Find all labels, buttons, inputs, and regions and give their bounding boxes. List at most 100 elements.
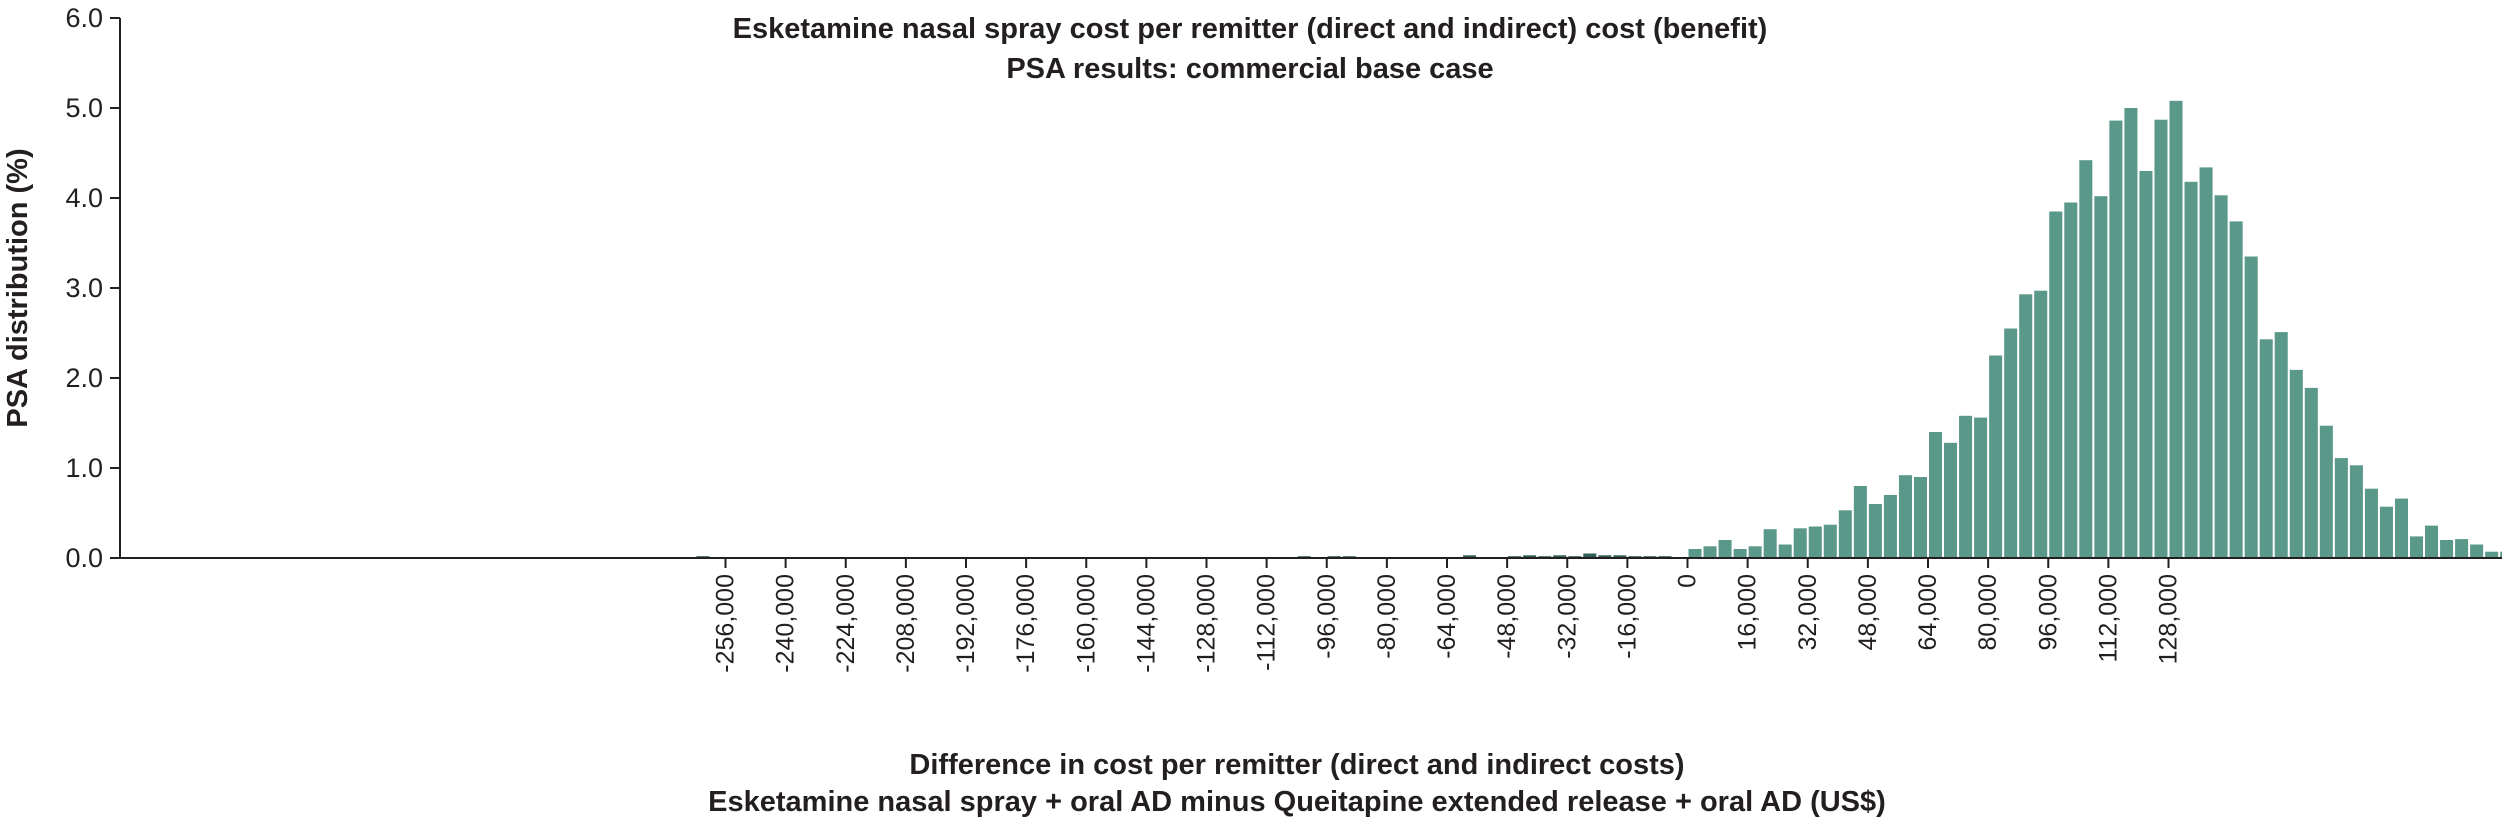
histogram-bar: [1733, 549, 1747, 558]
histogram-bar: [1583, 553, 1597, 558]
histogram-bar: [1748, 546, 1762, 558]
histogram-bar: [2064, 202, 2078, 558]
histogram-bar: [2004, 328, 2018, 558]
histogram-bar: [1959, 415, 1973, 558]
histogram-bar: [2349, 465, 2363, 558]
histogram-bar: [2124, 108, 2138, 558]
x-tick-label: -160,000: [1072, 574, 1100, 673]
x-tick-label: -224,000: [832, 574, 860, 673]
histogram-bar: [2034, 290, 2048, 558]
x-tick-label: -64,000: [1433, 574, 1461, 659]
x-tick-label: -96,000: [1313, 574, 1341, 659]
histogram-bar: [2485, 551, 2499, 558]
histogram-bar: [2184, 181, 2198, 559]
y-tick-label: 0.0: [65, 543, 103, 573]
y-axis-title: PSA distribution (%): [2, 148, 34, 427]
x-tick-label: 32,000: [1794, 574, 1822, 650]
histogram-bar: [1763, 529, 1777, 558]
histogram-bar: [2364, 488, 2378, 558]
histogram-bar: [1688, 549, 1702, 558]
y-ticks: 0.0 1.0 2.0 3.0 4.0 5.0 6.0: [65, 3, 120, 573]
histogram-bar: [2289, 369, 2303, 558]
histogram-bar: [2169, 100, 2183, 559]
x-tick-label: 96,000: [2034, 574, 2062, 650]
x-tick-label: -80,000: [1373, 574, 1401, 659]
histogram-bar: [2259, 339, 2273, 558]
x-tick-label: -176,000: [1012, 574, 1040, 673]
x-tick-label: -144,000: [1132, 574, 1160, 673]
histogram-bar: [1974, 417, 1988, 558]
histogram-bar: [2094, 196, 2108, 558]
histogram-bar: [2244, 256, 2258, 558]
histogram-bar: [1898, 475, 1912, 558]
x-tick-label: -32,000: [1553, 574, 1581, 659]
histogram-bar: [1808, 526, 1822, 558]
histogram-bar: [2199, 167, 2213, 558]
x-axis: -256,000 -240,000 -224,000 -208,000 -192,000…: [120, 557, 2502, 818]
histogram-bar: [2109, 120, 2123, 558]
histogram-bar: [1463, 555, 1477, 558]
histogram-bar: [1718, 540, 1732, 558]
x-tick-label: 16,000: [1734, 574, 1762, 650]
histogram-bar: [1823, 524, 1837, 558]
histogram-bar: [2079, 160, 2093, 558]
histogram-bar: [1929, 432, 1943, 558]
histogram-bar: [2229, 221, 2243, 558]
x-tick-label: -240,000: [772, 574, 800, 673]
histogram-bar: [1703, 546, 1717, 558]
y-tick-label: 5.0: [65, 93, 103, 123]
y-tick-label: 1.0: [65, 453, 103, 483]
histogram-bar: [1553, 555, 1567, 558]
x-tick-label: 128,000: [2155, 574, 2183, 664]
histogram-bar: [2274, 332, 2288, 558]
histogram-bar: [1613, 555, 1627, 558]
histogram-bar: [1989, 355, 2003, 558]
histogram-bar: [2139, 171, 2153, 558]
y-tick-label: 3.0: [65, 273, 103, 303]
x-tick-label: -48,000: [1493, 574, 1521, 659]
histogram-bar: [1778, 544, 1792, 558]
histogram-bar: [1853, 486, 1867, 558]
histogram-bar: [2019, 294, 2033, 558]
histogram-bar: [1883, 495, 1897, 558]
y-axis: 0.0 1.0 2.0 3.0 4.0 5.0 6.0 PSA distribution (…: [2, 3, 121, 573]
histogram-bar: [2410, 536, 2424, 558]
x-tick-label: 48,000: [1854, 574, 1882, 650]
x-tick-label: 80,000: [1974, 574, 2002, 650]
x-tick-label: -256,000: [712, 574, 740, 673]
x-tick-label: -192,000: [952, 574, 980, 673]
histogram-bar: [2049, 211, 2063, 558]
histogram-bar: [2455, 539, 2469, 558]
x-tick-label: -112,000: [1253, 574, 1281, 671]
histogram-bar: [2379, 506, 2393, 558]
histogram-bar: [2425, 525, 2439, 558]
y-tick-label: 6.0: [65, 3, 103, 33]
histogram-bar: [2470, 544, 2484, 558]
x-tick-label: 112,000: [2094, 574, 2122, 663]
histogram-bar: [2394, 498, 2408, 558]
histogram-bar: [2500, 551, 2502, 558]
histogram-bar: [2319, 425, 2333, 558]
histogram-bar: [1944, 442, 1958, 558]
y-tick-label: 2.0: [65, 363, 103, 393]
x-tick-label: 0: [1674, 574, 1702, 588]
histogram-bar: [1523, 555, 1537, 558]
histogram-bar: [2304, 387, 2318, 558]
chart-title-line-1: Esketamine nasal spray cost per remitter…: [733, 13, 1768, 45]
histogram-bars: [696, 100, 2502, 559]
histogram-bar: [2440, 540, 2454, 558]
x-tick-label: -128,000: [1193, 574, 1221, 673]
x-ticks: -256,000 -240,000 -224,000 -208,000 -192,000…: [712, 558, 2183, 673]
x-tick-label: 64,000: [1914, 574, 1942, 650]
histogram-bar: [1838, 510, 1852, 558]
x-tick-label: -16,000: [1613, 574, 1641, 659]
histogram-bar: [2154, 119, 2168, 558]
histogram-bar: [2334, 458, 2348, 558]
x-axis-title-line-1: Difference in cost per remitter (direct …: [909, 749, 1684, 781]
histogram-bar: [1598, 555, 1612, 558]
histogram-bar: [1868, 504, 1882, 558]
histogram-bar: [2214, 195, 2228, 559]
x-axis-title-line-2: Esketamine nasal spray + oral AD minus Q…: [708, 786, 1886, 818]
x-tick-label: -208,000: [892, 574, 920, 673]
